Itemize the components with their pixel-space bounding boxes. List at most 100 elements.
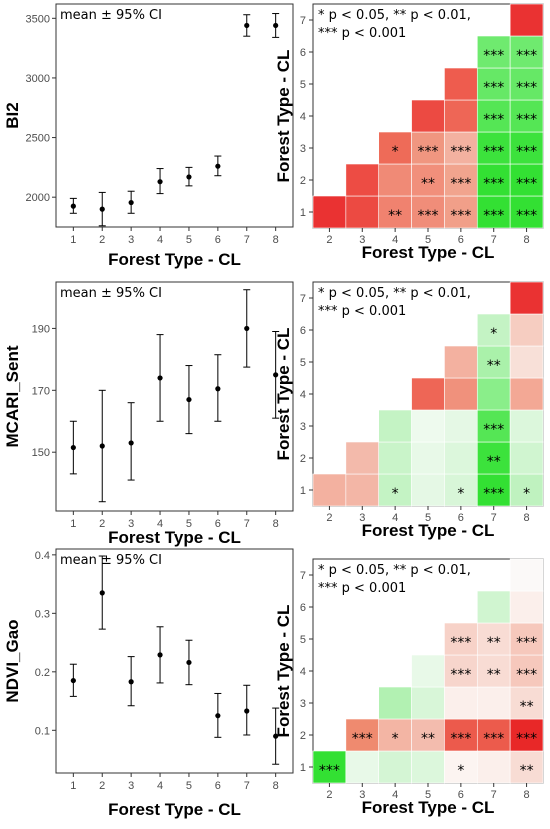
x-tick-label: 4 bbox=[157, 518, 163, 530]
x-tick-label: 6 bbox=[458, 789, 464, 801]
mean-point bbox=[99, 590, 105, 596]
heatmap-cell bbox=[509, 622, 544, 656]
y-tick-label: 0.1 bbox=[35, 725, 50, 737]
heatmap-cell bbox=[378, 131, 412, 165]
heatmap-cell bbox=[476, 750, 511, 784]
y-axis-title: Forest Type - CL bbox=[274, 50, 293, 183]
heatmap-cell bbox=[476, 686, 511, 720]
heatmap-cell bbox=[411, 473, 445, 507]
heatmap-cell bbox=[411, 409, 445, 443]
x-tick-label: 4 bbox=[157, 234, 163, 246]
heatmap-cell bbox=[509, 377, 544, 411]
p-value-legend: *** p < 0.001 bbox=[318, 26, 406, 41]
heatmap-cell bbox=[444, 99, 478, 133]
x-tick-label: 3 bbox=[359, 789, 365, 801]
heatmap-cell bbox=[345, 195, 380, 229]
heatmap-cell bbox=[345, 163, 380, 197]
heatmap-1: ****************************************… bbox=[274, 3, 544, 262]
mean-point bbox=[244, 22, 250, 29]
heatmap-cell bbox=[509, 590, 544, 624]
heatmap-cell bbox=[444, 67, 478, 101]
mean-point bbox=[215, 386, 221, 392]
y-tick-label: 2500 bbox=[26, 133, 50, 145]
heatmap-cell bbox=[411, 163, 445, 197]
x-tick-label: 5 bbox=[425, 512, 431, 524]
mean-point bbox=[186, 174, 192, 180]
heatmap-cell bbox=[509, 409, 544, 443]
heatmap-cell bbox=[476, 622, 511, 656]
x-axis-title: Forest Type - CL bbox=[362, 798, 495, 817]
heatmap-cell bbox=[444, 718, 478, 752]
y-tick-label: 3000 bbox=[26, 73, 50, 85]
significance-label: *** bbox=[483, 176, 504, 192]
significance-label: ** bbox=[487, 635, 501, 651]
heatmap-cell bbox=[509, 441, 544, 475]
heatmap-cell bbox=[378, 473, 412, 507]
x-tick-label: 2 bbox=[99, 518, 105, 530]
heatmap-cell bbox=[411, 441, 445, 475]
mean-point bbox=[128, 679, 134, 685]
x-tick-label: 7 bbox=[491, 512, 497, 524]
y-tick-label: 5 bbox=[300, 634, 306, 646]
significance-label: *** bbox=[516, 144, 537, 160]
x-tick-label: 7 bbox=[244, 518, 250, 530]
x-tick-label: 8 bbox=[524, 234, 530, 246]
p-value-legend: * p < 0.05, ** p < 0.01, bbox=[318, 286, 471, 301]
y-tick-label: 2 bbox=[300, 730, 306, 742]
x-tick-label: 3 bbox=[359, 234, 365, 246]
y-tick-label: 150 bbox=[32, 447, 50, 459]
heatmap-cell bbox=[509, 750, 544, 784]
ci-annotation: mean ± 95% CI bbox=[60, 8, 162, 23]
x-tick-label: 4 bbox=[157, 780, 163, 792]
significance-label: *** bbox=[483, 422, 504, 438]
significance-label: * bbox=[392, 144, 399, 160]
heatmap-cell bbox=[378, 409, 412, 443]
ci-annotation: mean ± 95% CI bbox=[60, 286, 162, 301]
y-axis-title: BI2 bbox=[3, 102, 22, 128]
x-tick-label: 8 bbox=[273, 780, 279, 792]
x-tick-label: 8 bbox=[273, 518, 279, 530]
y-tick-label: 3 bbox=[300, 698, 306, 710]
x-tick-label: 2 bbox=[326, 512, 332, 524]
heatmap-cell bbox=[444, 345, 478, 379]
mean-point bbox=[70, 677, 76, 684]
x-tick-label: 2 bbox=[326, 234, 332, 246]
significance-label: *** bbox=[450, 635, 471, 651]
y-tick-label: 6 bbox=[300, 47, 306, 59]
mean-point bbox=[128, 440, 134, 446]
significance-label: *** bbox=[516, 667, 537, 683]
x-tick-label: 7 bbox=[244, 234, 250, 246]
x-tick-label: 5 bbox=[425, 234, 431, 246]
y-tick-label: 0.4 bbox=[35, 550, 50, 562]
x-tick-label: 6 bbox=[215, 234, 221, 246]
p-value-legend: *** p < 0.001 bbox=[318, 581, 406, 596]
x-tick-label: 7 bbox=[491, 234, 497, 246]
x-tick-label: 3 bbox=[128, 234, 134, 246]
significance-label: *** bbox=[516, 208, 537, 224]
x-tick-label: 6 bbox=[458, 234, 464, 246]
y-tick-label: 3 bbox=[300, 143, 306, 155]
heatmap-cell bbox=[378, 686, 412, 720]
y-tick-label: 0.2 bbox=[35, 667, 50, 679]
y-tick-label: 1 bbox=[300, 762, 306, 774]
mean-point bbox=[186, 396, 192, 403]
significance-label: *** bbox=[483, 731, 504, 747]
significance-label: * bbox=[392, 731, 399, 747]
x-tick-label: 8 bbox=[524, 512, 530, 524]
significance-label: *** bbox=[483, 48, 504, 64]
heatmap-cell bbox=[444, 750, 478, 784]
p-value-legend: * p < 0.05, ** p < 0.01, bbox=[318, 8, 471, 23]
heatmap-cell bbox=[345, 750, 380, 784]
heatmap-cell bbox=[476, 441, 511, 475]
heatmap-cell bbox=[378, 441, 412, 475]
x-tick-label: 2 bbox=[99, 780, 105, 792]
heatmap-cell bbox=[509, 3, 544, 37]
heatmap-cell bbox=[378, 163, 412, 197]
heatmap-cell bbox=[476, 313, 511, 347]
heatmap-cell bbox=[444, 195, 478, 229]
y-axis-title: Forest Type - CL bbox=[274, 605, 293, 738]
y-tick-label: 5 bbox=[300, 357, 306, 369]
significance-label: ** bbox=[487, 454, 501, 470]
y-tick-label: 2000 bbox=[26, 192, 50, 204]
heatmap-cell bbox=[444, 441, 478, 475]
